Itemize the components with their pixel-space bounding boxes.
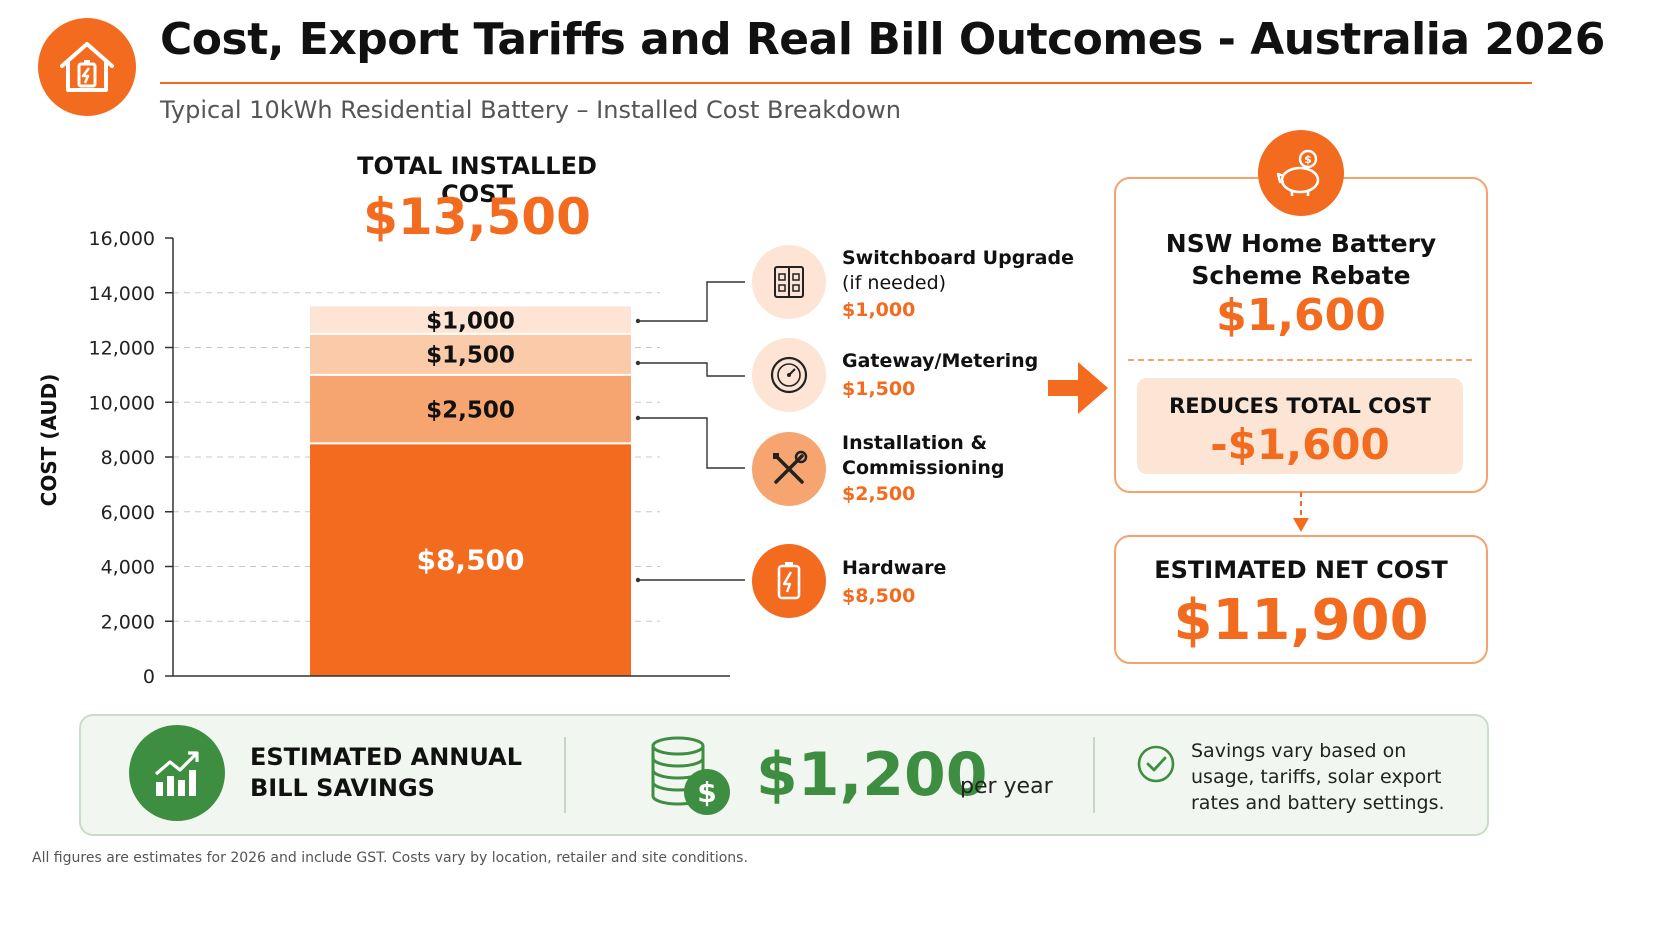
logo-badge [38,18,136,116]
net-cost-card [1114,535,1488,664]
reduces-panel [1137,378,1463,474]
legend-installation-title: Installation & [842,432,988,454]
savings-note: Savings vary based on usage, tariffs, so… [1191,740,1445,814]
y-axis-label: COST (AUD) [37,374,61,507]
legend-gateway-title: Gateway/Metering [842,350,1039,372]
bar-data-label: $2,500 [426,397,515,423]
page-title: Cost, Export Tariffs and Real Bill Outco… [160,14,1605,65]
connector-dot [635,577,641,583]
house-battery-icon [60,42,114,92]
svg-text:$: $ [1304,153,1312,166]
switchboard-icon [774,266,804,298]
piggy-badge: $ [1258,130,1344,216]
bar-segment-installation-commissioning [310,374,631,444]
footnote: All figures are estimates for 2026 and i… [32,850,748,866]
battery-icon [777,562,801,600]
rebate-divider [1128,359,1472,361]
legend-hardware-badge [752,544,826,618]
legend-installation-value: $2,500 [842,483,916,505]
rebate-title-line2: Scheme Rebate [1191,261,1411,290]
bar-segment-gateway-metering [310,333,631,375]
y-tick-label: 12,000 [89,338,155,360]
meter-icon [770,356,808,394]
net-cost-label: ESTIMATED NET COST [1154,556,1448,584]
bar-data-label: $1,500 [426,343,515,369]
y-tick-label: 8,000 [101,447,155,469]
rebate-title-line1: NSW Home Battery [1165,229,1437,258]
coins-dollar-icon: $ [651,736,730,815]
connector-dot [635,415,641,421]
y-tick-label: 16,000 [89,228,155,250]
savings-value: $1,200 [756,740,988,810]
y-tick-label: 4,000 [101,557,155,579]
legend-installation-title-2: Commissioning [842,457,1005,479]
y-tick-label: 14,000 [89,283,155,305]
rebate-title: NSW Home Battery Scheme Rebate [1116,228,1486,292]
arrow-down-icon [1293,492,1309,532]
y-tick-label: 6,000 [101,502,155,524]
page-subtitle: Typical 10kWh Residential Battery – Inst… [160,96,901,124]
bar-data-label: $1,000 [426,308,515,334]
legend-gateway-value: $1,500 [842,378,916,400]
title-divider [160,82,1532,84]
legend-hardware-value: $8,500 [842,585,916,607]
legend-connector [638,281,745,322]
connector-dot [635,318,641,324]
legend-switchboard-badge [752,245,826,319]
savings-divider-2 [1093,737,1095,813]
tools-icon [773,450,808,484]
savings-unit: per year [960,774,1053,799]
legend-hardware-title: Hardware [842,557,947,579]
reduces-label: REDUCES TOTAL COST [1169,394,1431,418]
bar-segment-hardware [310,443,631,676]
y-tick-label: 2,000 [101,611,155,633]
legend-switchboard-title: Switchboard Upgrade [842,247,1074,269]
savings-label-line1: ESTIMATED ANNUAL [250,743,522,771]
savings-label: ESTIMATED ANNUAL BILL SAVINGS [250,742,522,804]
check-circle-icon [1137,745,1175,783]
arrow-right-icon [1048,362,1108,414]
legend-switchboard-sub: (if needed) [842,272,947,294]
legend-connector [638,417,745,469]
bar-segment-switchboard-upgrade [310,306,631,334]
rebate-value: $1,600 [1216,290,1386,341]
piggy-bank-icon: $ [1276,149,1320,196]
net-cost-value: $11,900 [1173,588,1429,653]
svg-text:$: $ [697,776,716,809]
total-cost-label: TOTAL INSTALLED COST [357,152,597,208]
y-tick-label: 0 [143,666,155,688]
connector-dot [635,360,641,366]
legend-connector [638,362,745,377]
trend-badge [129,725,225,821]
legend-gateway-badge [752,338,826,412]
legend-switchboard-value: $1,000 [842,299,916,321]
stacked-bar-chart: $8,500 $2,500 $1,500 $1,000 0 2,000 4,000 6,00… [37,228,745,688]
trend-up-icon [154,751,199,796]
legend-installation-badge [752,432,826,506]
y-tick-label: 10,000 [89,392,155,414]
reduces-value: -$1,600 [1210,420,1390,469]
savings-divider-1 [564,737,566,813]
total-cost-value: $13,500 [363,188,591,246]
bar-data-label: $8,500 [416,544,524,577]
savings-panel [79,714,1489,836]
savings-label-line2: BILL SAVINGS [250,774,435,802]
